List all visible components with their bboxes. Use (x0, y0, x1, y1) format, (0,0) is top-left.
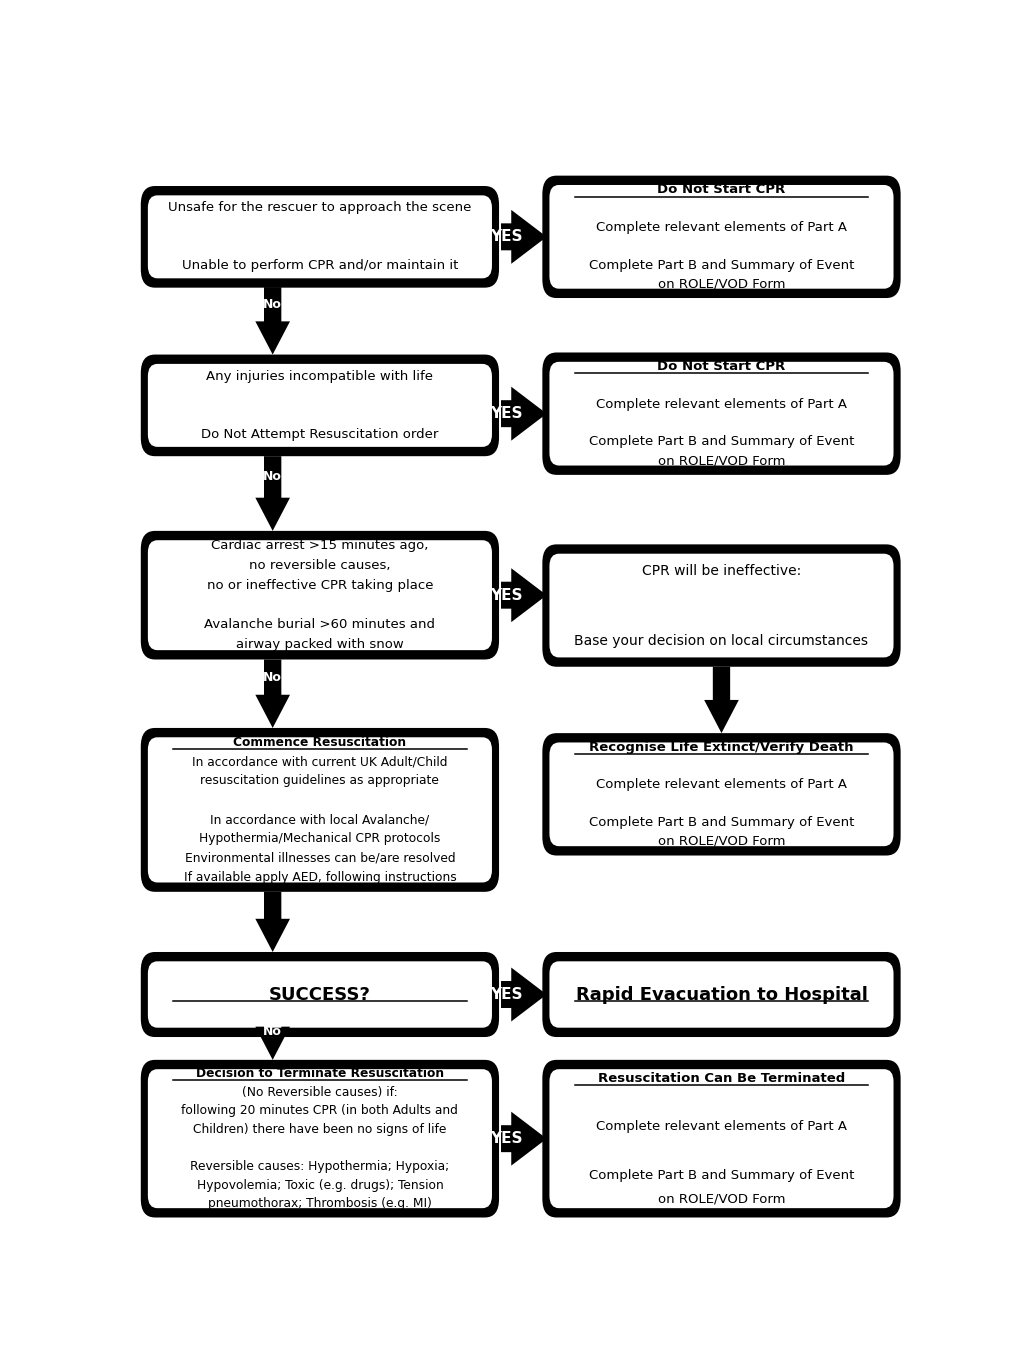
Text: Rapid Evacuation to Hospital: Rapid Evacuation to Hospital (575, 986, 868, 1004)
Text: Any injuries incompatible with life: Any injuries incompatible with life (206, 370, 434, 383)
FancyBboxPatch shape (148, 195, 492, 279)
Text: airway packed with snow: airway packed with snow (236, 638, 403, 651)
Text: Reversible causes: Hypothermia; Hypoxia;: Reversible causes: Hypothermia; Hypoxia; (190, 1160, 449, 1173)
Polygon shape (704, 667, 739, 733)
Text: In accordance with current UK Adult/Child: In accordance with current UK Adult/Chil… (192, 756, 448, 768)
Text: In accordance with local Avalanche/: In accordance with local Avalanche/ (210, 814, 430, 826)
Text: Recognise Life Extinct/Verify Death: Recognise Life Extinct/Verify Death (589, 741, 853, 754)
Text: Complete relevant elements of Part A: Complete relevant elements of Part A (596, 221, 847, 234)
Text: (No Reversible causes) if:: (No Reversible causes) if: (242, 1086, 397, 1099)
Polygon shape (255, 457, 290, 531)
Text: Do Not Start CPR: Do Not Start CPR (657, 360, 785, 373)
FancyBboxPatch shape (148, 540, 492, 651)
Text: Complete relevant elements of Part A: Complete relevant elements of Part A (596, 779, 847, 792)
FancyBboxPatch shape (141, 952, 499, 1037)
Polygon shape (501, 967, 547, 1021)
Text: Complete Part B and Summary of Event: Complete Part B and Summary of Event (589, 1169, 854, 1181)
Text: YES: YES (490, 229, 522, 244)
Text: no or ineffective CPR taking place: no or ineffective CPR taking place (206, 579, 433, 591)
Text: Cardiac arrest >15 minutes ago,: Cardiac arrest >15 minutes ago, (211, 539, 429, 552)
FancyBboxPatch shape (543, 175, 900, 298)
Text: no reversible causes,: no reversible causes, (249, 559, 391, 572)
Text: Resuscitation Can Be Terminated: Resuscitation Can Be Terminated (597, 1071, 845, 1084)
Polygon shape (255, 660, 290, 727)
FancyBboxPatch shape (550, 1070, 893, 1208)
Polygon shape (501, 568, 547, 622)
Text: Unable to perform CPR and/or maintain it: Unable to perform CPR and/or maintain it (182, 260, 458, 272)
Text: YES: YES (490, 407, 522, 422)
Text: Decision to Terminate Resuscitation: Decision to Terminate Resuscitation (196, 1067, 444, 1080)
Text: pneumothorax; Thrombosis (e.g. MI): pneumothorax; Thrombosis (e.g. MI) (208, 1197, 432, 1210)
FancyBboxPatch shape (148, 364, 492, 447)
Text: No: No (263, 470, 282, 484)
Polygon shape (255, 1026, 290, 1060)
FancyBboxPatch shape (148, 962, 492, 1028)
Text: resuscitation guidelines as appropriate: resuscitation guidelines as appropriate (200, 775, 439, 788)
Text: Commence Resuscitation: Commence Resuscitation (234, 735, 406, 749)
FancyBboxPatch shape (141, 354, 499, 457)
Text: on ROLE/VOD Form: on ROLE/VOD Form (657, 835, 785, 847)
FancyBboxPatch shape (543, 544, 900, 667)
Text: Hypovolemia; Toxic (e.g. drugs); Tension: Hypovolemia; Toxic (e.g. drugs); Tension (196, 1179, 443, 1192)
FancyBboxPatch shape (141, 727, 499, 892)
Polygon shape (501, 210, 547, 264)
FancyBboxPatch shape (148, 1070, 492, 1208)
Text: on ROLE/VOD Form: on ROLE/VOD Form (657, 1193, 785, 1206)
FancyBboxPatch shape (543, 733, 900, 855)
FancyBboxPatch shape (550, 554, 893, 657)
Text: on ROLE/VOD Form: on ROLE/VOD Form (657, 454, 785, 467)
FancyBboxPatch shape (543, 952, 900, 1037)
Text: Complete relevant elements of Part A: Complete relevant elements of Part A (596, 1121, 847, 1133)
FancyBboxPatch shape (550, 742, 893, 846)
Text: Hypothermia/Mechanical CPR protocols: Hypothermia/Mechanical CPR protocols (199, 832, 441, 846)
Polygon shape (501, 387, 547, 440)
Text: SUCCESS?: SUCCESS? (269, 986, 371, 1004)
Text: No: No (263, 1025, 282, 1039)
FancyBboxPatch shape (550, 185, 893, 288)
Text: Do Not Attempt Resuscitation order: Do Not Attempt Resuscitation order (201, 428, 439, 440)
Polygon shape (255, 892, 290, 952)
Polygon shape (255, 287, 290, 354)
Text: YES: YES (490, 987, 522, 1002)
Text: Complete Part B and Summary of Event: Complete Part B and Summary of Event (589, 816, 854, 828)
Text: CPR will be ineffective:: CPR will be ineffective: (642, 563, 801, 578)
Text: Complete relevant elements of Part A: Complete relevant elements of Part A (596, 397, 847, 411)
Text: YES: YES (490, 587, 522, 602)
Text: Base your decision on local circumstances: Base your decision on local circumstance… (574, 633, 869, 648)
Text: Unsafe for the rescuer to approach the scene: Unsafe for the rescuer to approach the s… (169, 201, 471, 214)
Polygon shape (501, 1111, 547, 1165)
FancyBboxPatch shape (543, 353, 900, 475)
Text: Children) there have been no signs of life: Children) there have been no signs of li… (193, 1123, 447, 1136)
FancyBboxPatch shape (543, 1060, 900, 1218)
FancyBboxPatch shape (148, 737, 492, 882)
Text: Do Not Start CPR: Do Not Start CPR (657, 183, 785, 197)
FancyBboxPatch shape (550, 962, 893, 1028)
Text: on ROLE/VOD Form: on ROLE/VOD Form (657, 277, 785, 291)
Text: following 20 minutes CPR (in both Adults and: following 20 minutes CPR (in both Adults… (182, 1105, 458, 1118)
FancyBboxPatch shape (141, 1060, 499, 1218)
Text: No: No (263, 671, 282, 684)
FancyBboxPatch shape (141, 531, 499, 660)
Text: Environmental illnesses can be/are resolved: Environmental illnesses can be/are resol… (185, 851, 455, 865)
FancyBboxPatch shape (550, 362, 893, 466)
Text: YES: YES (490, 1131, 522, 1146)
Text: No: No (263, 298, 282, 311)
Text: If available apply AED, following instructions: If available apply AED, following instru… (184, 872, 456, 884)
Text: Complete Part B and Summary of Event: Complete Part B and Summary of Event (589, 435, 854, 449)
FancyBboxPatch shape (141, 186, 499, 288)
Text: Avalanche burial >60 minutes and: Avalanche burial >60 minutes and (204, 618, 436, 632)
Text: Complete Part B and Summary of Event: Complete Part B and Summary of Event (589, 259, 854, 272)
